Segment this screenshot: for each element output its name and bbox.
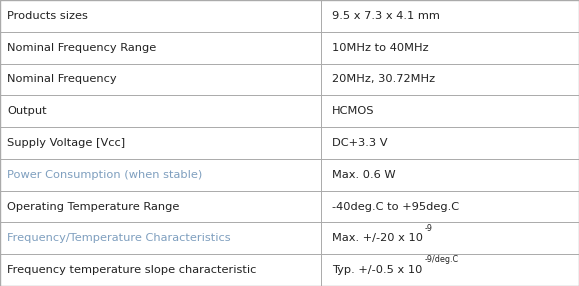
Text: Nominal Frequency: Nominal Frequency: [7, 74, 116, 84]
Text: Supply Voltage [Vcc]: Supply Voltage [Vcc]: [7, 138, 125, 148]
Text: 10MHz to 40MHz: 10MHz to 40MHz: [332, 43, 428, 53]
Text: -40deg.C to +95deg.C: -40deg.C to +95deg.C: [332, 202, 459, 212]
Text: Max. 0.6 W: Max. 0.6 W: [332, 170, 395, 180]
Text: Frequency/Temperature Characteristics: Frequency/Temperature Characteristics: [7, 233, 230, 243]
Text: 9.5 x 7.3 x 4.1 mm: 9.5 x 7.3 x 4.1 mm: [332, 11, 439, 21]
Text: DC+3.3 V: DC+3.3 V: [332, 138, 387, 148]
Text: Output: Output: [7, 106, 46, 116]
Text: -9/deg.C: -9/deg.C: [424, 255, 459, 264]
Text: -9: -9: [425, 224, 433, 233]
Text: HCMOS: HCMOS: [332, 106, 374, 116]
Text: Typ. +/-0.5 x 10: Typ. +/-0.5 x 10: [332, 265, 422, 275]
Text: Frequency temperature slope characteristic: Frequency temperature slope characterist…: [7, 265, 256, 275]
Text: Operating Temperature Range: Operating Temperature Range: [7, 202, 179, 212]
Text: 20MHz, 30.72MHz: 20MHz, 30.72MHz: [332, 74, 435, 84]
Text: Products sizes: Products sizes: [7, 11, 88, 21]
Text: Max. +/-20 x 10: Max. +/-20 x 10: [332, 233, 423, 243]
Text: Power Consumption (when stable): Power Consumption (when stable): [7, 170, 202, 180]
Text: Nominal Frequency Range: Nominal Frequency Range: [7, 43, 156, 53]
